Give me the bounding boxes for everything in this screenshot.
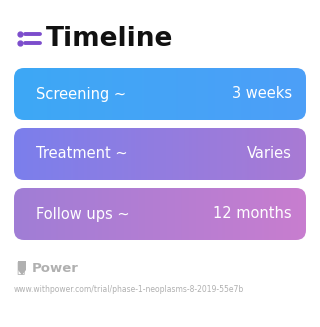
Text: Timeline: Timeline	[46, 26, 173, 52]
Text: www.withpower.com/trial/phase-1-neoplasms-8-2019-55e7b: www.withpower.com/trial/phase-1-neoplasm…	[14, 285, 244, 295]
Text: 12 months: 12 months	[213, 206, 292, 221]
Text: ␧: ␧	[16, 261, 24, 275]
Text: Follow ups ~: Follow ups ~	[36, 206, 130, 221]
Text: Screening ~: Screening ~	[36, 87, 126, 101]
Text: Treatment ~: Treatment ~	[36, 146, 128, 162]
Polygon shape	[18, 261, 26, 275]
Text: Power: Power	[32, 262, 79, 274]
Text: Varies: Varies	[247, 146, 292, 162]
Text: 3 weeks: 3 weeks	[232, 87, 292, 101]
